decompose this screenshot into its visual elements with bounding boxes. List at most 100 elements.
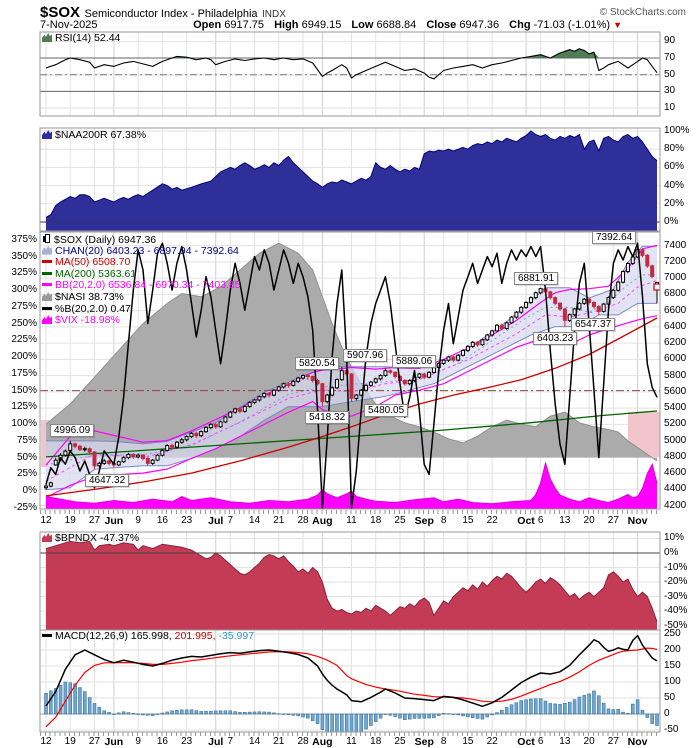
low-value: 6688.84 [376, 19, 417, 31]
main-ytick: 7000 [664, 272, 687, 284]
price-annotation: 6403.23 [533, 332, 578, 345]
xtick-19: 19 [64, 736, 76, 747]
price-annotation: 5889.06 [392, 355, 437, 368]
main-ytick: 5800 [664, 369, 687, 381]
naa200r-ytick: 20% [664, 197, 685, 209]
xtick-23: 23 [181, 515, 193, 526]
xtick-Oct: Oct [517, 515, 535, 527]
legend-text: MA(50) 6508.70 [55, 256, 131, 269]
legend-text: MACD(12,26,9) 165.998, [55, 630, 172, 642]
main-ytick: 325% [11, 267, 37, 279]
legend-row: MACD(12,26,9) 165.998, 201.995, -35.997 [42, 630, 254, 643]
xtick-14: 14 [248, 515, 261, 526]
xtick-27: 27 [88, 736, 101, 747]
price-annotation: 7392.64 [592, 231, 637, 244]
xtick-14: 14 [248, 736, 261, 747]
legend-text: %B(20,2.0) 0.47 [55, 302, 131, 315]
area-icon [42, 245, 52, 255]
legend-text: MA(200) 5363.61 [55, 267, 137, 280]
dash-icon [42, 271, 52, 275]
main-ytick: 25% [16, 468, 37, 480]
legend-text: $NAA200R 67.38% [55, 129, 147, 141]
symbol-name: Semiconductor Index - Philadelphia [84, 8, 258, 20]
xtick-28: 28 [297, 515, 309, 526]
legend-row: $SOX (Daily) 6947.36 [42, 234, 241, 246]
xtick-13: 13 [559, 736, 571, 747]
xtick-Jun: Jun [104, 736, 124, 748]
xtick-Aug: Aug [312, 515, 333, 527]
main-ytick: 6600 [664, 304, 687, 316]
xtick-Nov: Nov [627, 515, 648, 527]
main-ytick: 275% [11, 300, 37, 312]
xtick-15: 15 [462, 515, 474, 526]
price-annotation: 5820.54 [295, 357, 340, 370]
bpndx-ytick: 0% [664, 547, 679, 558]
xtick-8: 8 [440, 515, 447, 526]
main-ytick: 6400 [664, 320, 687, 332]
legend-row: CHAN(20) 6403.23 - 6897.94 - 7392.64 [42, 245, 241, 258]
xtick-16: 16 [156, 736, 168, 747]
xtick-27: 27 [607, 515, 619, 526]
main-ytick: 7400 [664, 239, 687, 251]
main-ytick: 5200 [664, 418, 687, 430]
quote-date: 7-Nov-2025 [40, 19, 98, 31]
xtick-12: 12 [40, 736, 52, 747]
xtick-8: 8 [440, 736, 447, 747]
main-ytick: 100% [11, 418, 37, 430]
xtick-13: 13 [559, 515, 571, 526]
chg-label: Chg [509, 19, 531, 31]
area-icon [42, 130, 52, 139]
rsi-ytick: 50 [664, 68, 676, 80]
macd-ytick: 50 [664, 692, 676, 703]
xtick-28: 28 [297, 736, 309, 747]
legend-row: MA(50) 6508.70 [42, 256, 241, 269]
legend-text: $SOX (Daily) 6947.36 [54, 234, 157, 246]
stockcharts-credit: © StockCharts.com [599, 7, 686, 18]
area-icon [42, 315, 52, 325]
legend: $NAA200R 67.38% [42, 129, 147, 142]
main-ytick: 4800 [664, 450, 687, 462]
xtick-20: 20 [583, 515, 595, 526]
main-ytick: 75% [16, 434, 37, 446]
bpndx-ytick: -50% [664, 619, 688, 631]
bpndx-ytick: 10% [664, 532, 685, 544]
legend-text: $NASI 38.73% [55, 290, 124, 303]
xtick-19: 19 [64, 515, 76, 526]
close-label: Close [426, 19, 457, 31]
xtick-Oct: Oct [517, 736, 535, 748]
main-ytick: 4200 [664, 499, 687, 511]
main-ytick: 4400 [664, 483, 687, 495]
naa200r-ytick: 0% [664, 216, 679, 227]
xtick-27: 27 [88, 515, 101, 526]
rsi-ytick: 30 [664, 85, 676, 97]
legend-text: BB(20,2.0) 6536.84 - 6970.34 - 7403.85 [55, 279, 241, 292]
main-ytick: 175% [11, 367, 37, 379]
main-ytick: 150% [11, 384, 37, 396]
legend: MACD(12,26,9) 165.998, 201.995, -35.997 [42, 630, 254, 643]
bpndx-ytick: -30% [664, 590, 688, 602]
high-value: 6949.15 [301, 19, 342, 31]
xtick-16: 16 [156, 515, 168, 526]
dash-icon [42, 260, 52, 264]
main-ytick: -25% [13, 501, 37, 513]
main-ytick: 350% [11, 250, 37, 262]
bpndx-ytick: -40% [664, 605, 688, 617]
legend-row: BB(20,2.0) 6536.84 - 6970.34 - 7403.85 [42, 280, 241, 292]
xtick-9: 9 [135, 515, 141, 526]
chart-header: $SOX Semiconductor Index - Philadelphia … [40, 4, 660, 22]
rsi-ytick: 70 [664, 52, 676, 64]
price-annotation: 6547.37 [571, 318, 616, 331]
x-axis-ruler-main [40, 510, 660, 514]
x-axis-ruler-macd [40, 732, 660, 736]
main-ytick: 250% [11, 317, 37, 329]
price-annotation: 5480.05 [364, 404, 409, 417]
main-ytick: 300% [11, 284, 37, 296]
dash-icon [42, 283, 52, 287]
main-ytick: 200% [11, 351, 37, 363]
main-ytick: 125% [11, 401, 37, 413]
xtick-11: 11 [346, 736, 357, 747]
area-icon [42, 291, 52, 301]
high-label: High [274, 19, 299, 31]
macd-ytick: -50 [664, 724, 679, 735]
naa200r-ytick: 100% [664, 125, 690, 136]
